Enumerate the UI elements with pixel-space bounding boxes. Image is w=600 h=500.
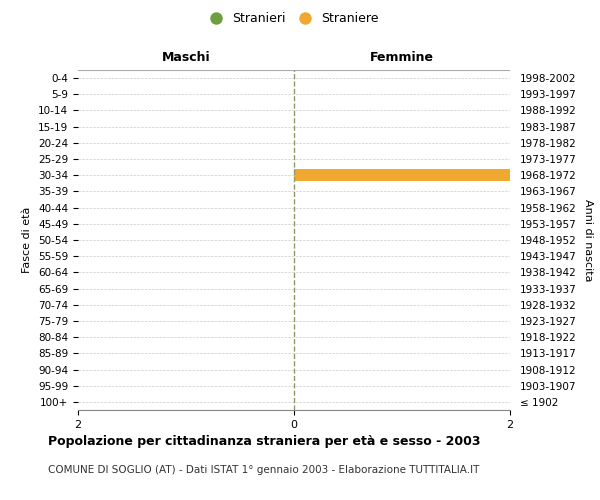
- Text: Maschi: Maschi: [161, 50, 211, 64]
- Bar: [294, 169, 510, 181]
- Y-axis label: Anni di nascita: Anni di nascita: [583, 198, 593, 281]
- Legend: Stranieri, Straniere: Stranieri, Straniere: [206, 8, 382, 29]
- Text: Femmine: Femmine: [370, 50, 434, 64]
- Text: COMUNE DI SOGLIO (AT) - Dati ISTAT 1° gennaio 2003 - Elaborazione TUTTITALIA.IT: COMUNE DI SOGLIO (AT) - Dati ISTAT 1° ge…: [48, 465, 479, 475]
- Y-axis label: Fasce di età: Fasce di età: [22, 207, 32, 273]
- Text: Popolazione per cittadinanza straniera per età e sesso - 2003: Popolazione per cittadinanza straniera p…: [48, 435, 481, 448]
